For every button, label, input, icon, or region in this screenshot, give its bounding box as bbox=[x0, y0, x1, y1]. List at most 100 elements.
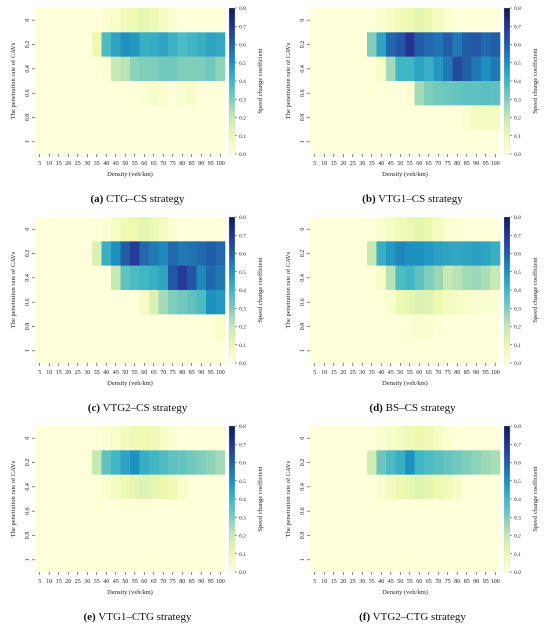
heatmap-cell bbox=[120, 81, 131, 106]
caption-letter: (b) bbox=[362, 193, 376, 205]
caption-letter: (d) bbox=[369, 402, 383, 414]
colorbar-tick-label: 0.3 bbox=[514, 97, 521, 103]
heatmap-cell bbox=[329, 450, 339, 475]
heatmap-cell bbox=[168, 523, 178, 548]
heatmap-cell bbox=[44, 32, 55, 57]
heatmap-cell bbox=[405, 499, 415, 524]
x-tick-label: 50 bbox=[397, 161, 403, 167]
heatmap-cell bbox=[44, 426, 55, 451]
x-tick-label: 30 bbox=[84, 370, 90, 376]
heatmap-cell bbox=[424, 241, 434, 266]
heatmap-cell bbox=[367, 32, 377, 57]
x-tick-label: 60 bbox=[416, 370, 422, 376]
heatmap-cell bbox=[414, 56, 425, 82]
heatmap-cell bbox=[481, 450, 491, 475]
heatmap-cell bbox=[395, 547, 406, 573]
heatmap-cell bbox=[215, 56, 226, 82]
colorbar-tick-label: 0.6 bbox=[239, 461, 246, 467]
heatmap-cell bbox=[139, 290, 150, 315]
heatmap-cell bbox=[414, 81, 425, 106]
heatmap-cell bbox=[130, 547, 140, 573]
heatmap-cell bbox=[187, 450, 197, 475]
heatmap-cell bbox=[149, 129, 159, 155]
heatmap-cell bbox=[367, 426, 377, 451]
y-tick-label: 0.4 bbox=[300, 483, 306, 491]
colorbar bbox=[228, 216, 236, 364]
heatmap-cell bbox=[367, 81, 377, 106]
heatmap-cell bbox=[206, 217, 216, 242]
heatmap-cell bbox=[82, 105, 93, 130]
heatmap-cell bbox=[433, 8, 444, 33]
heatmap-cell bbox=[92, 8, 102, 33]
heatmap-cell bbox=[111, 547, 121, 573]
heatmap-cell bbox=[310, 32, 320, 57]
heatmap-cell bbox=[395, 523, 406, 548]
heatmap-cell bbox=[481, 426, 491, 451]
heatmap-cell bbox=[452, 217, 463, 242]
heatmap-cell bbox=[149, 290, 159, 315]
heatmap-cell bbox=[443, 56, 453, 82]
y-tick-label: 0.2 bbox=[300, 459, 306, 467]
y-tick-label: 1 bbox=[25, 140, 31, 143]
x-tick-label: 55 bbox=[132, 161, 138, 167]
heatmap-cell bbox=[405, 450, 415, 475]
heatmap-cell bbox=[462, 81, 472, 106]
colorbar-tick-label: 0.0 bbox=[239, 570, 246, 576]
heatmap-cell bbox=[357, 523, 368, 548]
heatmap-cell bbox=[367, 8, 377, 33]
heatmap-cell bbox=[149, 523, 159, 548]
heatmap-cell bbox=[481, 105, 491, 130]
heatmap-cell bbox=[54, 56, 64, 82]
heatmap-cell bbox=[338, 265, 349, 291]
colorbar bbox=[228, 7, 236, 155]
x-tick-label: 30 bbox=[84, 579, 90, 585]
heatmap-cell bbox=[443, 241, 453, 266]
x-tick-label: 20 bbox=[65, 370, 71, 376]
heatmap-cell bbox=[158, 8, 169, 33]
heatmap-cell bbox=[462, 474, 472, 500]
heatmap-cell bbox=[433, 241, 444, 266]
heatmap-cell bbox=[310, 474, 320, 500]
heatmap-cell bbox=[215, 8, 226, 33]
heatmap-cell bbox=[158, 547, 169, 573]
heatmap-cell bbox=[73, 8, 83, 33]
heatmap-cell bbox=[395, 217, 406, 242]
heatmap-cell bbox=[490, 81, 501, 106]
heatmap-cell bbox=[376, 241, 387, 266]
heatmap-cell bbox=[215, 523, 226, 548]
heatmap-cell bbox=[471, 450, 482, 475]
heatmap-cell bbox=[338, 474, 349, 500]
heatmap-cell bbox=[424, 523, 434, 548]
colorbar-tick-label: 0.6 bbox=[239, 252, 246, 258]
heatmap-cell bbox=[196, 241, 207, 266]
heatmap-cell bbox=[462, 523, 472, 548]
heatmap-cell bbox=[490, 523, 501, 548]
heatmap-cell bbox=[471, 105, 482, 130]
y-tick-label: 0.6 bbox=[300, 507, 306, 515]
heatmap-cell bbox=[414, 474, 425, 500]
heatmap-cell bbox=[196, 426, 207, 451]
heatmap-cell bbox=[329, 81, 339, 106]
heatmap-cell bbox=[168, 338, 178, 364]
heatmap-cell bbox=[443, 290, 453, 315]
heatmap-cell bbox=[92, 32, 102, 57]
x-tick-label: 80 bbox=[179, 370, 185, 376]
heatmap-cell bbox=[357, 338, 368, 364]
heatmap-cell bbox=[63, 32, 74, 57]
heatmap-cell bbox=[462, 8, 472, 33]
heatmap-cell bbox=[462, 426, 472, 451]
heatmap-cell bbox=[348, 523, 358, 548]
x-tick-label: 95 bbox=[208, 579, 214, 585]
heatmap-cell bbox=[481, 81, 491, 106]
heatmap-cell bbox=[395, 265, 406, 291]
heatmap-cell bbox=[367, 450, 377, 475]
x-tick-label: 45 bbox=[113, 579, 119, 585]
heatmap-cell bbox=[357, 265, 368, 291]
heatmap-cell bbox=[206, 129, 216, 155]
heatmap-cell bbox=[462, 290, 472, 315]
heatmap-cell bbox=[101, 56, 112, 82]
heatmap-cell bbox=[405, 105, 415, 130]
x-tick-label: 65 bbox=[151, 370, 157, 376]
heatmap-cell bbox=[367, 338, 377, 364]
